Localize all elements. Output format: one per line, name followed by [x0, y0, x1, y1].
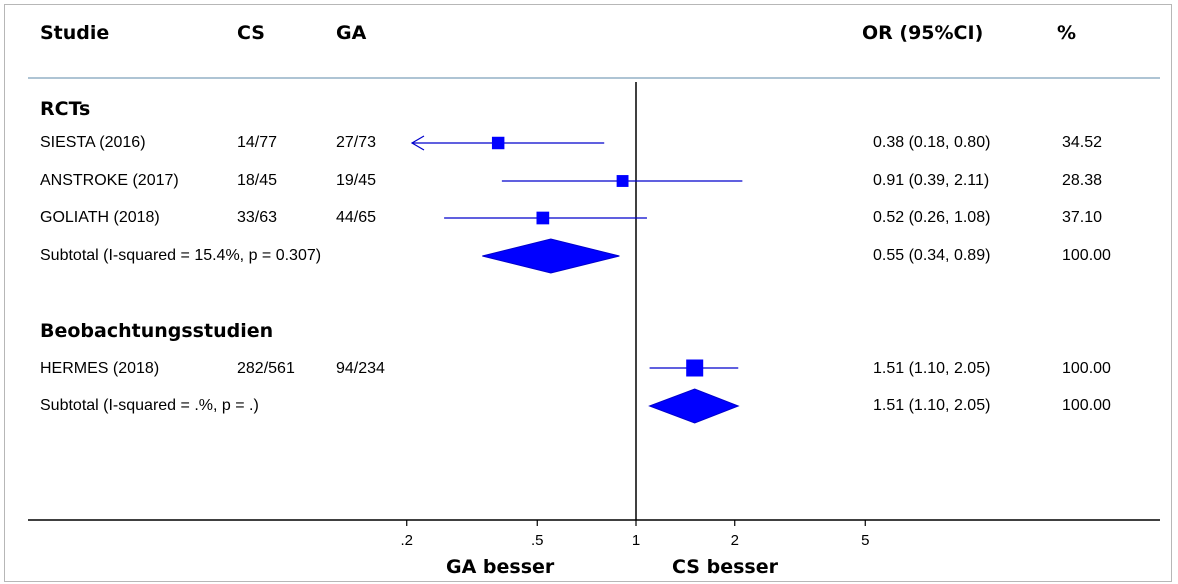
study-name: HERMES (2018)	[40, 360, 160, 377]
study-weight: 28.38	[1062, 172, 1103, 189]
x-tick-label: .5	[531, 532, 544, 549]
study-weight: 100.00	[1062, 360, 1111, 377]
subtotal-label: Subtotal (I-squared = 15.4%, p = 0.307)	[40, 247, 322, 264]
study-cs: 14/77	[237, 134, 278, 151]
study-cs: 33/63	[237, 209, 278, 226]
point-estimate-square	[536, 211, 550, 225]
study-or-text: 0.52 (0.26, 1.08)	[873, 209, 991, 226]
header-ga: GA	[336, 22, 367, 44]
study-name: ANSTROKE (2017)	[40, 172, 179, 189]
subtotal-weight: 100.00	[1062, 397, 1111, 414]
subtotal-diamond	[482, 238, 620, 274]
subtotal-or-text: 0.55 (0.34, 0.89)	[873, 247, 991, 264]
x-tick-label: .2	[400, 532, 413, 549]
subtotal-label: Subtotal (I-squared = .%, p = .)	[40, 397, 259, 414]
point-estimate-square	[616, 175, 629, 187]
study-or-text: 0.38 (0.18, 0.80)	[873, 134, 991, 151]
subtotal-diamond	[648, 388, 740, 424]
study-ga: 19/45	[336, 172, 377, 189]
study-or-text: 0.91 (0.39, 2.11)	[873, 172, 990, 189]
group-title-rcts: RCTs	[40, 98, 91, 120]
x-tick-label: 2	[731, 532, 739, 549]
point-estimate-square	[686, 359, 704, 377]
left-favours-label: GA besser	[446, 556, 555, 578]
study-name: GOLIATH (2018)	[40, 209, 160, 226]
right-favours-label: CS besser	[672, 556, 778, 578]
study-name: SIESTA (2016)	[40, 134, 146, 151]
study-cs: 282/561	[237, 360, 295, 377]
point-estimate-square	[491, 136, 505, 150]
header-weight: %	[1057, 22, 1077, 44]
header-study: Studie	[40, 22, 110, 44]
study-or-text: 1.51 (1.10, 2.05)	[873, 360, 991, 377]
x-tick-label: 1	[632, 532, 640, 549]
group-title-beobachtungsstudien: Beobachtungsstudien	[40, 320, 274, 342]
study-cs: 18/45	[237, 172, 278, 189]
study-weight: 37.10	[1062, 209, 1103, 226]
ci-arrow	[410, 135, 425, 151]
study-ga: 44/65	[336, 209, 377, 226]
header-cs: CS	[237, 22, 265, 44]
subtotal-weight: 100.00	[1062, 247, 1111, 264]
study-ga: 94/234	[336, 360, 385, 377]
subtotal-or-text: 1.51 (1.10, 2.05)	[873, 397, 991, 414]
header-or: OR (95%CI)	[862, 22, 984, 44]
study-ga: 27/73	[336, 134, 377, 151]
x-tick-label: 5	[861, 532, 869, 549]
study-weight: 34.52	[1062, 134, 1103, 151]
plot-frame	[4, 4, 1172, 582]
